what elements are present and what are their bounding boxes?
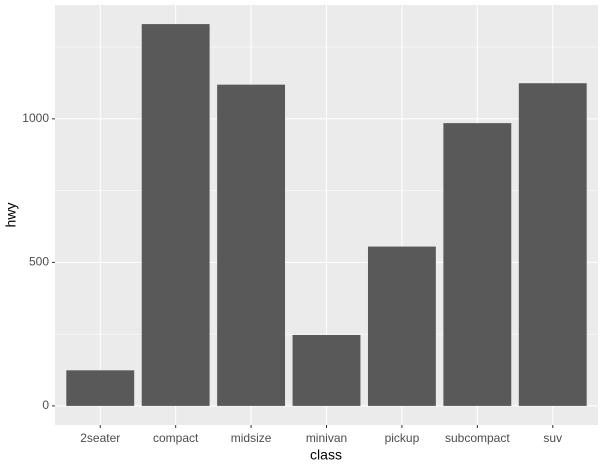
- x-tick-label: minivan: [306, 431, 347, 445]
- y-tick-label: 1000: [22, 111, 49, 125]
- bar: [217, 84, 286, 406]
- bar: [518, 83, 587, 406]
- bar: [141, 24, 210, 406]
- x-tick-label: midsize: [231, 431, 272, 445]
- y-tick-label: 500: [29, 255, 49, 269]
- y-tick-label: 0: [42, 398, 49, 412]
- bar: [66, 370, 135, 406]
- y-axis-title: hwy: [3, 203, 19, 228]
- x-tick-label: 2seater: [80, 431, 120, 445]
- x-tick-label: subcompact: [445, 431, 510, 445]
- bar: [443, 123, 512, 406]
- x-tick-label: suv: [543, 431, 562, 445]
- x-axis-title: class: [310, 447, 342, 463]
- x-tick-label: compact: [153, 431, 199, 445]
- x-tick-label: pickup: [385, 431, 420, 445]
- bar: [292, 335, 361, 406]
- bar: [367, 246, 436, 406]
